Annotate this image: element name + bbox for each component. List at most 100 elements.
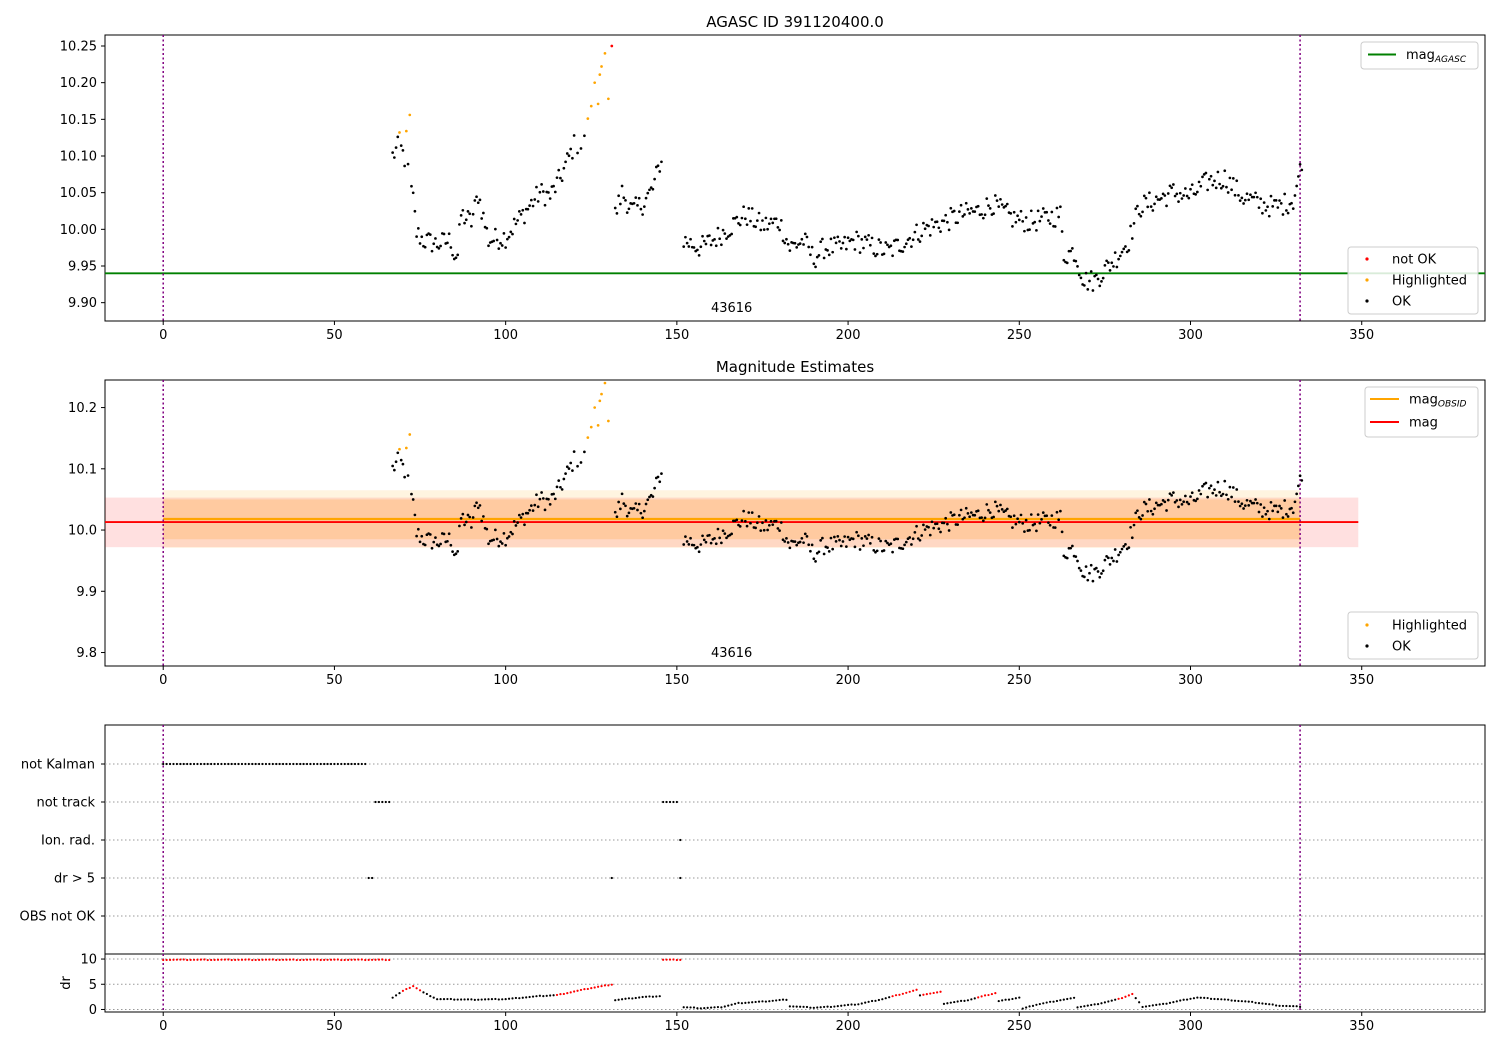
ok-point — [559, 176, 562, 180]
ok-point — [639, 207, 643, 211]
y-tick-label: 10.20 — [60, 76, 97, 91]
y-tick-label: 10.25 — [60, 40, 97, 55]
ok-point — [406, 474, 410, 477]
ok-point — [1278, 504, 1281, 508]
y-tick-label: 0 — [89, 1003, 97, 1018]
ok-point — [1038, 219, 1042, 223]
dr-marker — [1230, 999, 1233, 1002]
highlighted-point — [600, 65, 603, 68]
flag-label: OBS not OK — [20, 910, 96, 925]
ok-point — [1115, 265, 1119, 269]
ok-point — [1242, 202, 1245, 205]
dr-marker-flagged — [350, 958, 353, 961]
ok-point — [523, 221, 526, 225]
dr-marker — [655, 995, 658, 998]
ok-point — [846, 535, 850, 539]
legend-label: OK — [1392, 640, 1411, 655]
ok-point — [1084, 271, 1088, 275]
ok-point — [860, 237, 864, 241]
ok-point — [807, 543, 811, 547]
ok-point — [1214, 494, 1218, 497]
dr-marker — [1179, 999, 1182, 1002]
ok-point — [721, 228, 725, 232]
ok-point — [1094, 273, 1098, 277]
dr-marker-flagged — [192, 958, 196, 961]
flag-marker — [374, 800, 377, 804]
ok-point — [439, 542, 442, 546]
ok-point — [1206, 188, 1209, 192]
ok-point — [410, 492, 413, 496]
dr-marker-flagged — [901, 992, 904, 995]
flag-marker — [672, 800, 675, 804]
dr-marker — [692, 1006, 696, 1009]
ok-point — [1094, 566, 1098, 570]
ok-point — [856, 534, 860, 538]
flag-marker — [192, 762, 196, 766]
ok-point — [802, 243, 805, 246]
ok-point — [1170, 186, 1174, 190]
ok-point — [819, 240, 823, 244]
dr-marker — [1059, 999, 1062, 1002]
ok-point — [1201, 175, 1204, 179]
ok-point — [627, 511, 631, 515]
dr-marker — [1141, 1005, 1144, 1009]
dr-marker — [634, 996, 637, 1000]
ok-point — [735, 215, 739, 219]
ok-point — [814, 265, 817, 269]
ok-point — [1125, 250, 1129, 254]
ok-point — [964, 506, 968, 510]
ok-point — [1286, 211, 1290, 215]
dr-marker-flagged — [189, 958, 192, 962]
x-tick-label: 100 — [493, 328, 518, 343]
ok-point — [1069, 546, 1073, 550]
flag-marker — [679, 838, 682, 842]
flag-marker — [278, 762, 281, 766]
x-tick-label: 100 — [493, 673, 518, 688]
ok-point — [981, 519, 985, 523]
flag-marker — [213, 762, 216, 766]
ok-point — [482, 515, 485, 518]
ok-point — [939, 530, 942, 534]
ok-point — [478, 198, 482, 202]
dr-marker-flagged — [939, 990, 942, 993]
dr-marker — [1018, 996, 1021, 999]
ok-point — [959, 508, 963, 512]
ok-point — [723, 232, 727, 235]
legend-marker — [1365, 299, 1369, 303]
ok-point — [466, 209, 470, 213]
ok-point — [565, 152, 569, 155]
ok-point — [833, 535, 836, 539]
ok-point — [963, 213, 966, 216]
ok-point — [642, 205, 646, 208]
ok-point — [845, 545, 848, 548]
ok-point — [999, 197, 1002, 201]
ok-point — [511, 232, 514, 236]
ok-point — [552, 184, 555, 188]
ok-point — [1130, 237, 1134, 240]
ok-point — [480, 519, 484, 523]
ok-point — [903, 245, 906, 249]
dr-marker-flagged — [987, 993, 990, 997]
dr-marker-flagged — [370, 958, 374, 961]
ok-point — [1175, 192, 1179, 196]
ok-point — [1137, 212, 1141, 216]
dr-marker — [966, 999, 970, 1002]
ok-point — [699, 245, 703, 249]
dr-marker-flagged — [905, 991, 908, 994]
ok-point — [932, 225, 936, 229]
dr-marker-flagged — [983, 994, 987, 997]
ok-point — [1149, 205, 1153, 208]
ok-point — [750, 207, 754, 210]
ok-point — [944, 213, 948, 217]
ok-point — [904, 540, 908, 544]
ok-point — [1146, 205, 1150, 209]
dr-marker — [1275, 1004, 1278, 1007]
ok-point — [506, 237, 509, 241]
dr-marker-flagged — [662, 958, 665, 961]
ok-point — [1033, 220, 1037, 224]
ok-point — [1048, 523, 1052, 527]
legend-line-label: magOBSID — [1409, 393, 1467, 410]
ok-point — [999, 503, 1002, 507]
ok-point — [1178, 498, 1182, 502]
ok-point — [935, 522, 939, 526]
